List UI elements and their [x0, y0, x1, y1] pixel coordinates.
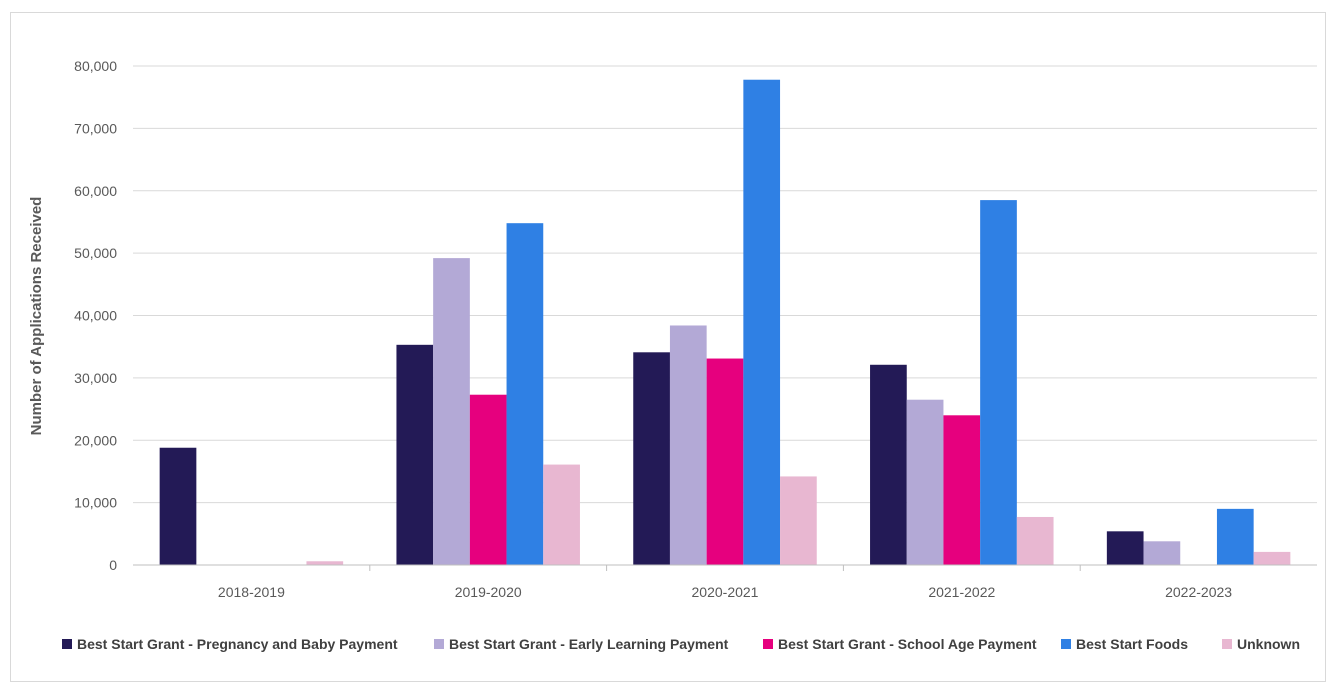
bar-2-2022-2023: [1143, 541, 1181, 565]
bar-2-2020-2021: [669, 325, 707, 565]
legend-swatch: [763, 639, 773, 649]
bar-3-2019-2020: [469, 394, 507, 565]
y-tick-label: 80,000: [74, 58, 117, 74]
x-tick-label: 2019-2020: [455, 584, 522, 600]
bar-5-2021-2022: [1016, 516, 1054, 565]
legend-label: Best Start Grant - School Age Payment: [778, 636, 1037, 652]
y-tick-label: 30,000: [74, 370, 117, 386]
x-tick-label: 2020-2021: [692, 584, 759, 600]
legend-swatch: [62, 639, 72, 649]
x-tick-label: 2018-2019: [218, 584, 285, 600]
bar-4-2021-2022: [980, 200, 1017, 565]
legend-swatch: [1222, 639, 1232, 649]
y-tick-label: 20,000: [74, 432, 117, 448]
bar-5-2018-2019: [306, 561, 344, 565]
x-tick-label: 2021-2022: [928, 584, 995, 600]
legend-label: Best Start Grant - Pregnancy and Baby Pa…: [77, 636, 398, 652]
bar-1-2019-2020: [396, 344, 434, 565]
y-axis-label: Number of Applications Received: [28, 197, 45, 436]
legend-label: Unknown: [1237, 636, 1300, 652]
bar-2-2021-2022: [906, 399, 944, 565]
bar-1-2022-2023: [1106, 531, 1144, 565]
legend-item: Best Start Grant - Pregnancy and Baby Pa…: [62, 636, 398, 652]
bar-5-2020-2021: [780, 476, 817, 565]
bars: [159, 79, 1291, 565]
legend-item: Best Start Grant - School Age Payment: [763, 636, 1037, 652]
y-tick-label: 0: [109, 557, 117, 573]
axes: 0 10,000 20,000 30,000 40,000 50,000 60,000 70,…: [74, 58, 1317, 600]
bar-1-2018-2019: [159, 447, 197, 565]
bar-3-2020-2021: [706, 358, 744, 565]
bar-1-2020-2021: [633, 352, 670, 565]
legend-swatch: [434, 639, 444, 649]
bar-4-2022-2023: [1216, 508, 1254, 565]
bar-1-2021-2022: [870, 364, 907, 565]
y-tick-label: 70,000: [74, 120, 117, 136]
bar-5-2022-2023: [1253, 551, 1291, 565]
legend-item: Best Start Grant - Early Learning Paymen…: [434, 636, 728, 652]
legend: Best Start Grant - Pregnancy and Baby Pa…: [0, 636, 1328, 656]
y-tick-label: 10,000: [74, 495, 117, 511]
bar-3-2021-2022: [943, 415, 981, 565]
legend-label: Best Start Foods: [1076, 636, 1189, 652]
bar-2-2019-2020: [433, 258, 470, 565]
legend-swatch: [1061, 639, 1071, 649]
legend-item: Best Start Foods: [1061, 636, 1188, 652]
legend-label: Best Start Grant - Early Learning Paymen…: [449, 636, 729, 652]
legend-item: Unknown: [1222, 636, 1300, 652]
x-tick-label: 2022-2023: [1165, 584, 1232, 600]
y-tick-label: 40,000: [74, 308, 117, 324]
bar-chart: 0 10,000 20,000 30,000 40,000 50,000 60,000 70,…: [28, 58, 1317, 600]
chart-frame: [10, 12, 1326, 682]
y-tick-label: 50,000: [74, 245, 117, 261]
y-tick-label: 60,000: [74, 183, 117, 199]
bar-4-2019-2020: [506, 223, 544, 565]
bar-4-2020-2021: [743, 79, 781, 565]
bar-5-2019-2020: [543, 464, 580, 565]
